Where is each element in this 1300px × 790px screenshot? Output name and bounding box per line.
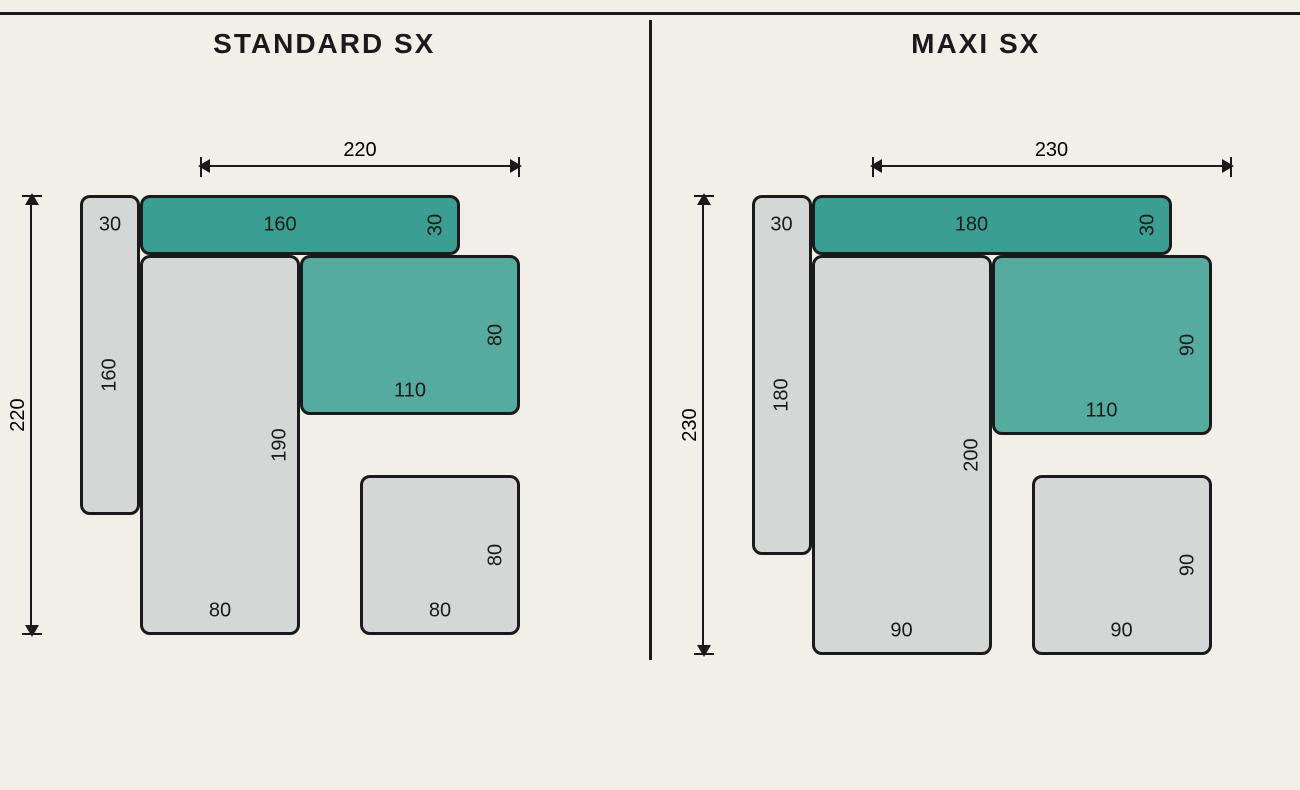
panel-maxi-sx: MAXI SX230230301801803020090110909090	[652, 20, 1300, 660]
dim-ottoman-80: 80	[485, 544, 508, 566]
dim-back-top-30: 30	[1136, 214, 1159, 236]
dim-seat-ext-110: 110	[394, 380, 426, 403]
dim-ottoman-90: 90	[1110, 620, 1132, 643]
piece-arm-left	[80, 195, 140, 515]
dim-seat-main-80: 80	[209, 600, 231, 623]
dim-seat-ext-110: 110	[1086, 400, 1118, 423]
dim-arm-left-160: 160	[99, 358, 122, 391]
piece-arm-left	[752, 195, 812, 555]
overall-width-label: 230	[1035, 139, 1068, 162]
dim-arm-left-30: 30	[770, 214, 792, 237]
top-rule	[0, 12, 1300, 15]
dim-seat-main-90: 90	[890, 620, 912, 643]
dim-seat-main-190: 190	[269, 428, 292, 461]
dim-ottoman-90: 90	[1176, 554, 1199, 576]
overall-height-label: 220	[7, 398, 30, 431]
dim-arm-left-30: 30	[99, 214, 121, 237]
dim-seat-ext-80: 80	[485, 324, 508, 346]
dim-back-top-30: 30	[425, 214, 448, 236]
overall-width-arrow: 220	[200, 165, 520, 167]
panel-standard-sx: STANDARD SX22022030160160301908011080808…	[0, 20, 649, 660]
panel-title: STANDARD SX	[213, 28, 435, 60]
dim-arm-left-180: 180	[770, 378, 793, 411]
dim-back-top-180: 180	[955, 214, 988, 237]
overall-height-arrow: 230	[702, 195, 704, 655]
piece-back-top	[812, 195, 1172, 255]
overall-width-arrow: 230	[872, 165, 1232, 167]
overall-width-label: 220	[343, 139, 376, 162]
dim-ottoman-80: 80	[429, 600, 451, 623]
piece-back-top	[140, 195, 460, 255]
overall-height-arrow: 220	[30, 195, 32, 635]
dim-back-top-160: 160	[263, 214, 296, 237]
dim-seat-main-200: 200	[960, 438, 983, 471]
dim-seat-ext-90: 90	[1176, 334, 1199, 356]
panel-title: MAXI SX	[911, 28, 1040, 60]
diagram-container: STANDARD SX22022030160160301908011080808…	[0, 20, 1300, 660]
overall-height-label: 230	[679, 408, 702, 441]
